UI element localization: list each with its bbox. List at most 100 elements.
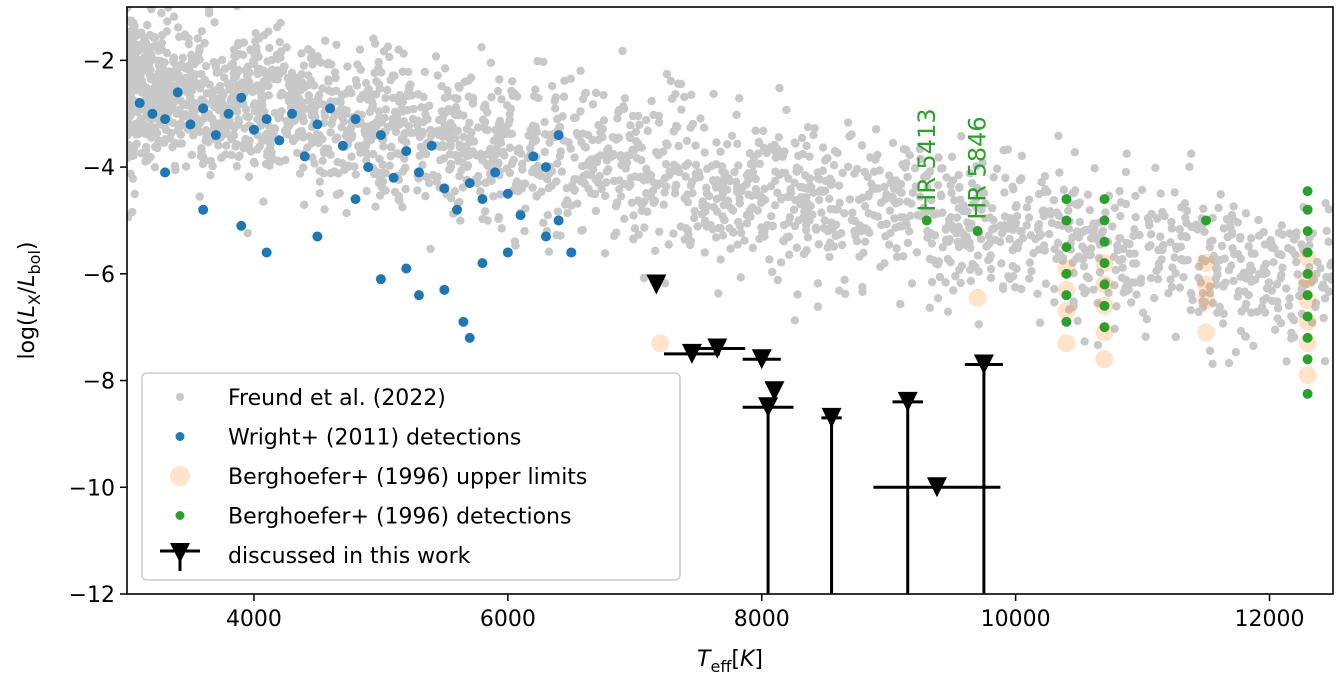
freund-point [1008, 261, 1017, 271]
freund-point [551, 104, 560, 113]
detection-point [261, 247, 272, 258]
freund-point [509, 155, 518, 165]
freund-point [1182, 218, 1191, 228]
freund-point [298, 133, 308, 142]
freund-point [1151, 163, 1160, 173]
freund-point [1125, 249, 1134, 258]
freund-point [576, 66, 585, 75]
discussed-point [892, 391, 923, 594]
freund-point [637, 206, 646, 215]
freund-point [252, 47, 261, 57]
freund-point [634, 172, 643, 182]
detection-point [160, 167, 171, 178]
freund-point [933, 260, 943, 269]
freund-point [323, 60, 332, 69]
freund-point [455, 83, 464, 93]
freund-point [1050, 298, 1059, 307]
freund-point [1278, 263, 1287, 272]
freund-point [440, 64, 450, 73]
freund-point [1005, 234, 1014, 244]
detection-point [553, 130, 564, 141]
freund-point [588, 100, 598, 109]
freund-point [797, 133, 807, 143]
freund-point [755, 159, 764, 169]
freund-point [654, 111, 664, 121]
freund-point [591, 206, 601, 216]
freund-point [618, 46, 627, 56]
freund-point [169, 12, 179, 21]
freund-point [835, 198, 844, 208]
freund-point [1250, 249, 1259, 258]
freund-point [1156, 232, 1165, 241]
freund-point [528, 183, 537, 192]
freund-point [215, 67, 224, 77]
freund-point [996, 221, 1005, 230]
freund-point [683, 198, 693, 207]
freund-point [635, 120, 644, 130]
freund-point [210, 58, 220, 67]
freund-point [443, 86, 452, 95]
upper-limit-point [1298, 366, 1317, 385]
freund-point [485, 144, 495, 154]
discussed-point [964, 354, 1003, 594]
freund-point [358, 148, 367, 157]
detection-point [1099, 300, 1110, 311]
freund-point [813, 279, 823, 288]
freund-point [1164, 289, 1173, 298]
detection-point [261, 114, 272, 125]
freund-point [150, 162, 160, 172]
detection-point [1099, 215, 1110, 226]
freund-point [609, 231, 619, 241]
freund-point [886, 178, 895, 188]
freund-point [450, 187, 460, 196]
freund-point [891, 223, 900, 232]
freund-point [1158, 207, 1167, 217]
freund-point [796, 182, 805, 192]
freund-point [197, 144, 206, 153]
detection-point [528, 151, 539, 162]
freund-point [815, 195, 824, 205]
detection-point [198, 103, 209, 114]
freund-point [1236, 254, 1246, 264]
freund-point [198, 152, 208, 161]
freund-point [208, 114, 217, 123]
freund-point [578, 129, 588, 138]
freund-point [533, 56, 542, 66]
freund-point [521, 204, 530, 213]
detection-point [477, 258, 488, 269]
freund-point [755, 191, 764, 200]
freund-point [784, 192, 794, 202]
freund-point [1291, 250, 1300, 260]
freund-point [495, 75, 504, 84]
freund-point [1244, 242, 1253, 251]
freund-point [951, 271, 960, 281]
freund-point [759, 126, 768, 136]
legend-item: Wright+ (2011) detections [175, 426, 521, 451]
freund-point [619, 102, 628, 111]
freund-point [733, 139, 742, 149]
detection-point [147, 108, 158, 119]
freund-point [169, 57, 178, 67]
freund-point [505, 109, 514, 119]
freund-point [1024, 213, 1034, 222]
freund-point [586, 189, 596, 198]
freund-point [1109, 252, 1119, 262]
freund-point [1324, 205, 1333, 214]
freund-point [374, 178, 383, 188]
freund-point [127, 142, 132, 151]
freund-point [809, 188, 818, 198]
freund-point [1153, 274, 1163, 284]
freund-point [687, 90, 696, 100]
annotation-1: HR 5846 [964, 116, 992, 219]
freund-point [979, 188, 989, 197]
freund-point [1219, 309, 1228, 318]
plot-frame [126, 6, 1334, 595]
freund-point [474, 123, 483, 132]
upper-limit-point [1095, 350, 1114, 369]
freund-point [154, 68, 164, 77]
upper-limit-point [1197, 254, 1216, 273]
freund-point [1219, 280, 1228, 289]
freund-point [381, 186, 390, 195]
freund-point [717, 185, 727, 194]
freund-point [629, 211, 638, 220]
